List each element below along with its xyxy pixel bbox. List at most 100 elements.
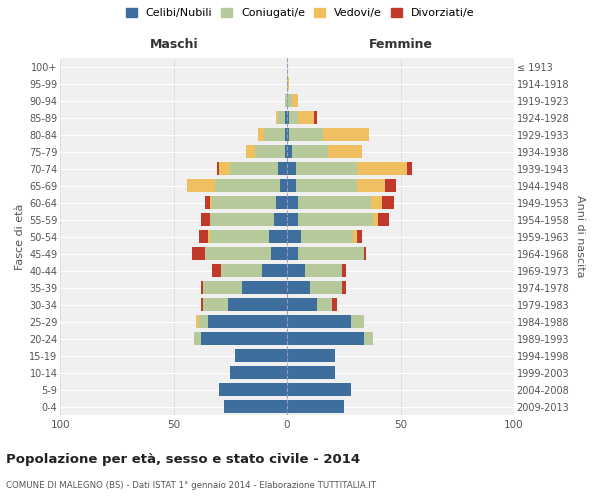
Bar (192, 247, 205, 260)
Bar (203, 298, 228, 312)
Bar (287, 94, 292, 108)
Bar (385, 179, 396, 192)
Bar (298, 213, 373, 226)
Bar (210, 196, 212, 209)
Bar (289, 111, 298, 124)
Bar (212, 196, 276, 209)
Bar (407, 162, 412, 175)
Bar (256, 145, 285, 158)
Bar (289, 128, 323, 141)
Bar (358, 179, 385, 192)
Bar (371, 196, 382, 209)
Bar (287, 264, 305, 278)
Bar (285, 145, 287, 158)
Bar (298, 111, 314, 124)
Bar (310, 281, 341, 294)
Bar (341, 281, 346, 294)
Bar (287, 196, 298, 209)
Bar (373, 213, 378, 226)
Bar (210, 230, 269, 243)
Bar (201, 332, 287, 345)
Bar (208, 315, 287, 328)
Bar (199, 315, 208, 328)
Bar (358, 230, 362, 243)
Bar (242, 281, 287, 294)
Text: Popolazione per età, sesso e stato civile - 2014: Popolazione per età, sesso e stato civil… (6, 452, 360, 466)
Bar (364, 332, 373, 345)
Bar (292, 145, 328, 158)
Bar (296, 179, 358, 192)
Bar (201, 213, 210, 226)
Bar (230, 162, 278, 175)
Bar (224, 400, 287, 413)
Bar (314, 111, 317, 124)
Text: Femmine: Femmine (368, 38, 433, 51)
Bar (285, 128, 287, 141)
Text: COMUNE DI MALEGNO (BS) - Dati ISTAT 1° gennaio 2014 - Elaborazione TUTTITALIA.IT: COMUNE DI MALEGNO (BS) - Dati ISTAT 1° g… (6, 481, 376, 490)
Bar (382, 196, 394, 209)
Bar (364, 247, 367, 260)
Bar (298, 247, 364, 260)
Bar (262, 264, 287, 278)
Bar (201, 298, 203, 312)
Bar (219, 383, 287, 396)
Bar (287, 349, 335, 362)
Bar (298, 196, 371, 209)
Bar (287, 400, 344, 413)
Bar (215, 179, 280, 192)
Bar (305, 264, 341, 278)
Bar (296, 162, 358, 175)
Bar (332, 298, 337, 312)
Bar (350, 315, 364, 328)
Bar (287, 281, 310, 294)
Bar (287, 111, 289, 124)
Bar (353, 230, 358, 243)
Bar (205, 247, 271, 260)
Bar (285, 94, 287, 108)
Bar (278, 111, 285, 124)
Bar (235, 349, 287, 362)
Bar (210, 213, 274, 226)
Bar (271, 247, 287, 260)
Bar (287, 179, 296, 192)
Bar (199, 230, 208, 243)
Bar (201, 281, 203, 294)
Bar (194, 332, 201, 345)
Bar (265, 128, 285, 141)
Bar (287, 162, 296, 175)
Bar (219, 162, 230, 175)
Bar (341, 264, 346, 278)
Bar (328, 145, 362, 158)
Bar (276, 111, 278, 124)
Bar (287, 247, 298, 260)
Bar (287, 128, 289, 141)
Bar (317, 298, 332, 312)
Bar (292, 94, 298, 108)
Bar (278, 162, 287, 175)
Bar (287, 298, 317, 312)
Bar (378, 213, 389, 226)
Bar (205, 196, 210, 209)
Bar (228, 298, 287, 312)
Legend: Celibi/Nubili, Coniugati/e, Vedovi/e, Divorziati/e: Celibi/Nubili, Coniugati/e, Vedovi/e, Di… (124, 6, 476, 20)
Y-axis label: Fasce di età: Fasce di età (15, 204, 25, 270)
Bar (212, 264, 221, 278)
Bar (276, 196, 287, 209)
Bar (287, 213, 298, 226)
Bar (217, 162, 219, 175)
Y-axis label: Anni di nascita: Anni di nascita (575, 196, 585, 278)
Bar (257, 128, 265, 141)
Bar (287, 77, 289, 90)
Bar (274, 213, 287, 226)
Bar (287, 145, 292, 158)
Bar (269, 230, 287, 243)
Bar (287, 383, 350, 396)
Bar (287, 366, 335, 380)
Bar (187, 179, 215, 192)
Bar (323, 128, 369, 141)
Bar (287, 332, 364, 345)
Bar (280, 179, 287, 192)
Bar (301, 230, 353, 243)
Bar (287, 315, 350, 328)
Bar (230, 366, 287, 380)
